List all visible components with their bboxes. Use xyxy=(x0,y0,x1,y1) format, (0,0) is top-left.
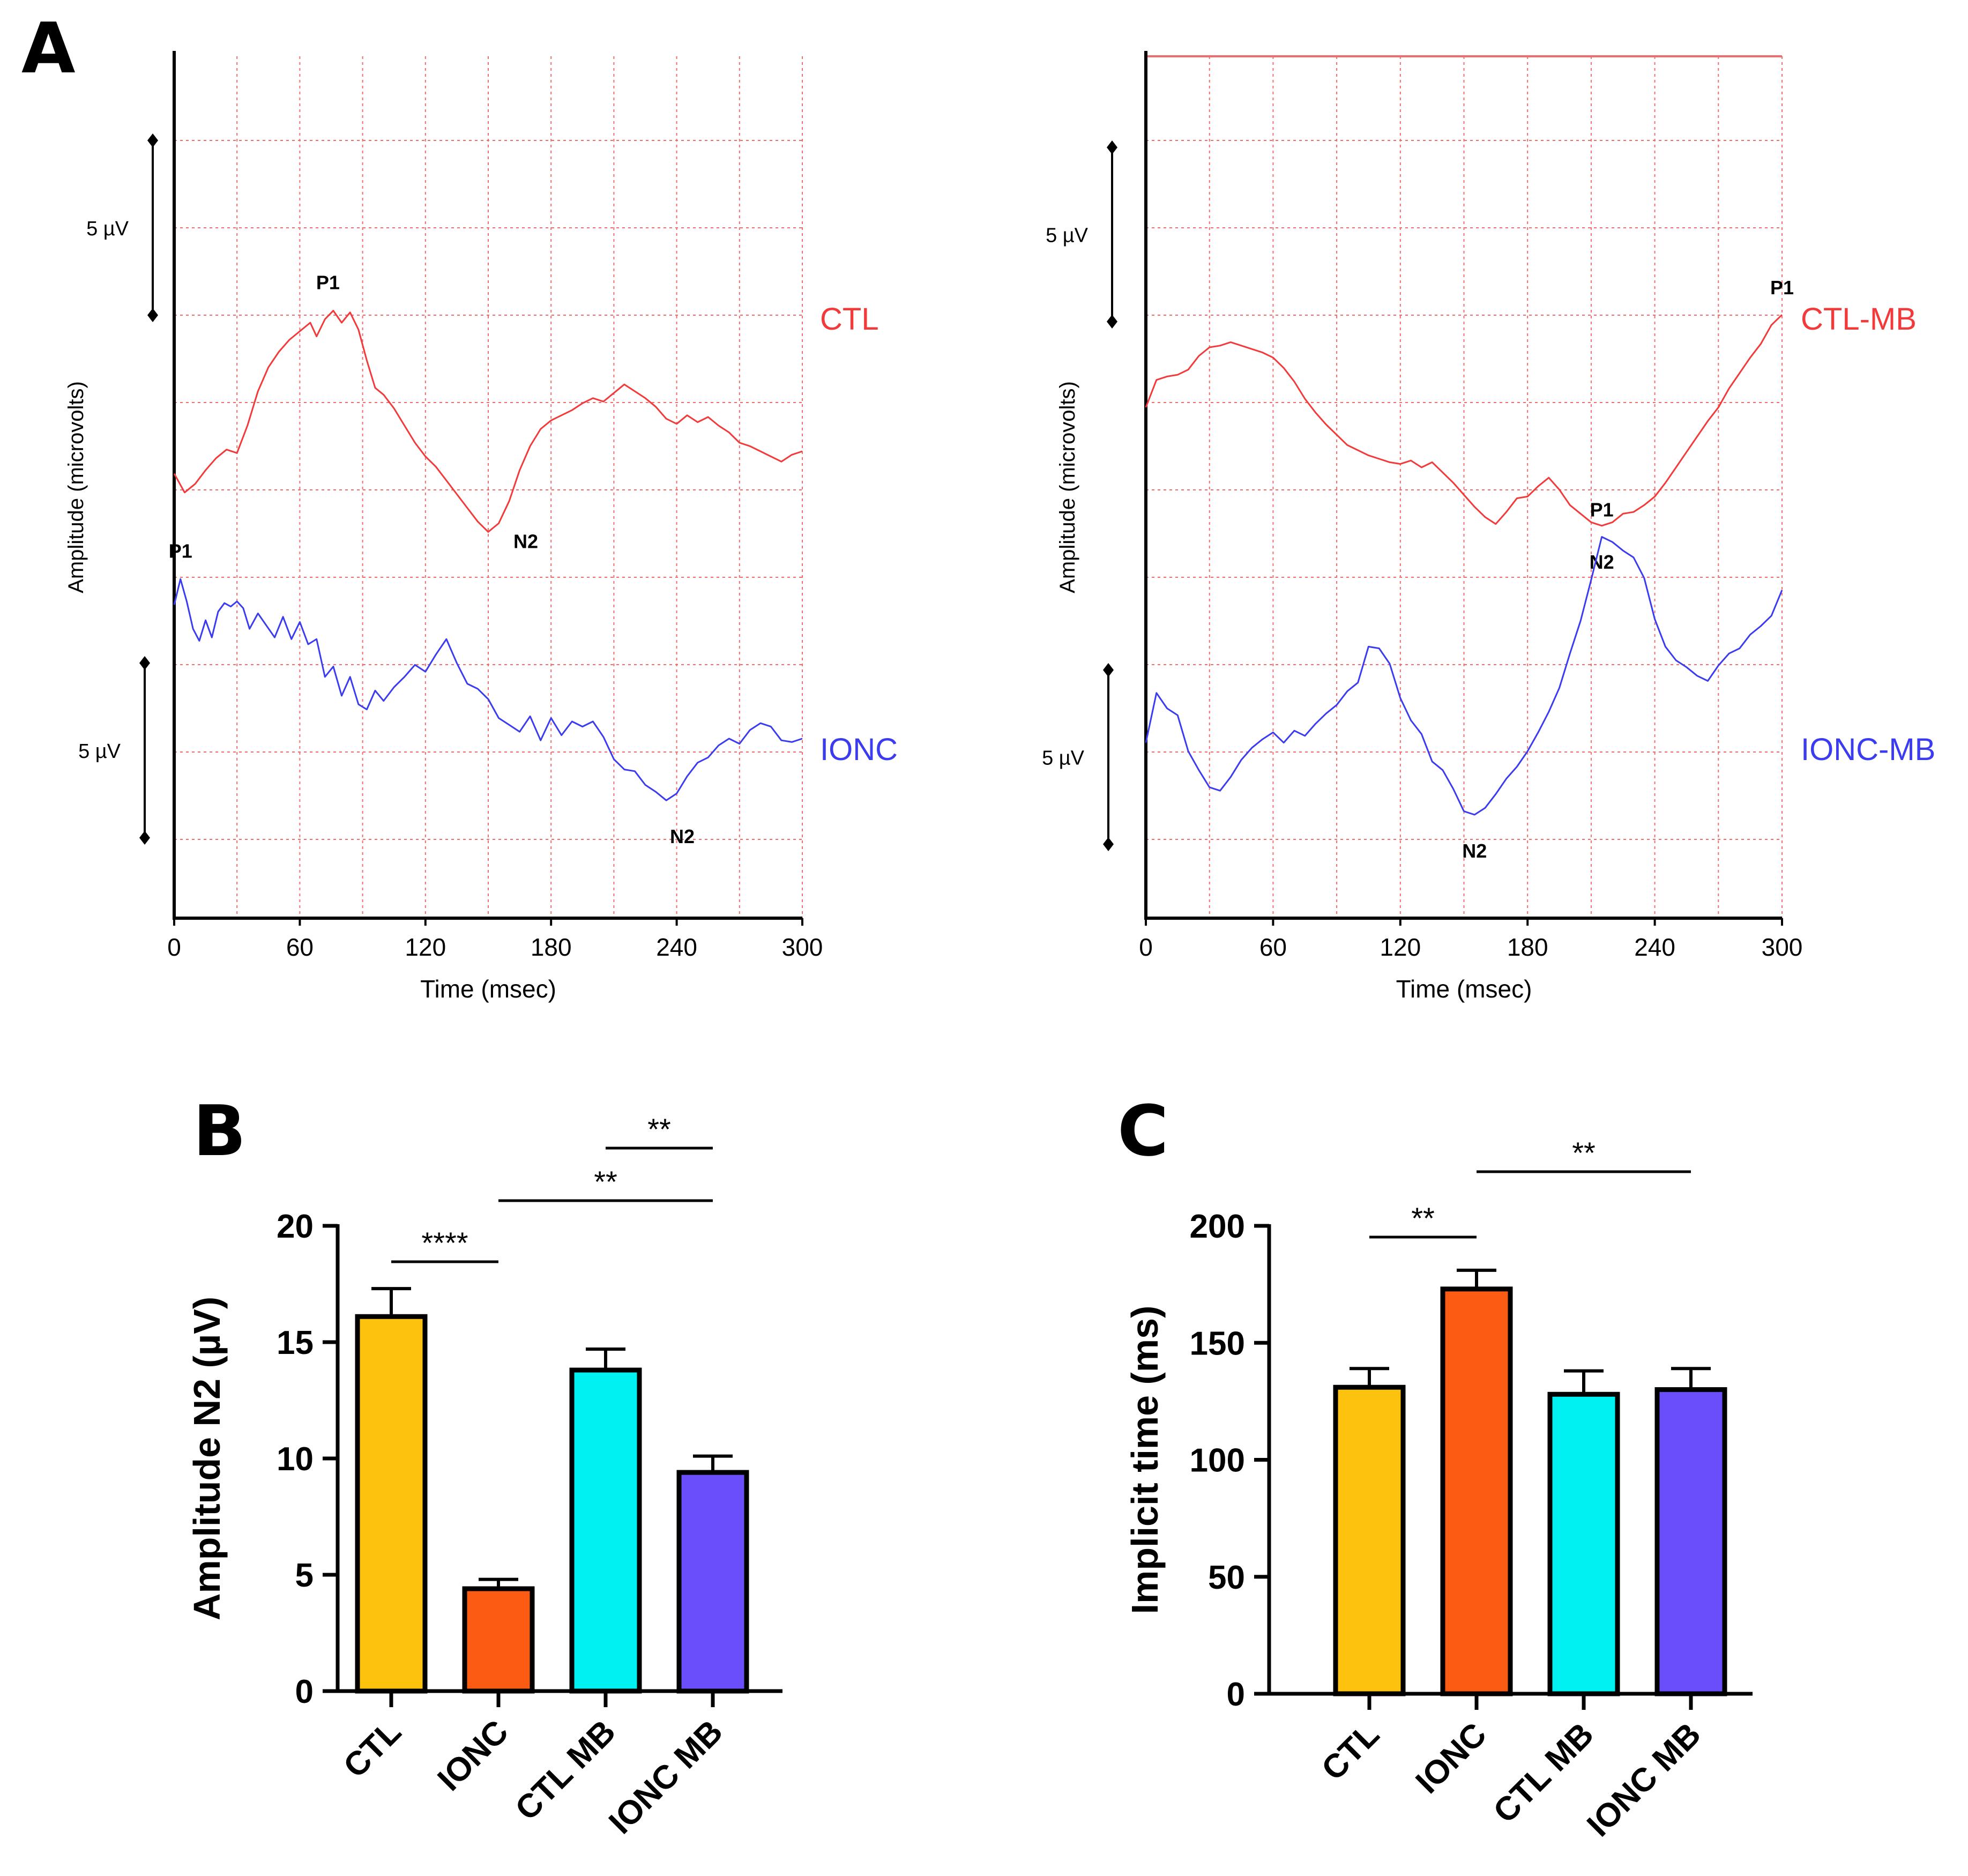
bar-panel-c: 0 50 100 150 200 Implicit time (ms) CTL IONCCTL… xyxy=(1124,1136,1753,1844)
significance-label: ** xyxy=(647,1112,671,1146)
x-tick-label: 240 xyxy=(656,933,697,961)
series-label-ctl: CTL xyxy=(820,302,879,337)
y-tick-label: 10 xyxy=(277,1441,314,1478)
trough-label-n2: N2 xyxy=(670,825,695,847)
x-tick-label-ionc-mb: IONC MB xyxy=(602,1713,730,1841)
x-tick-label-ctl: CTL xyxy=(1315,1716,1386,1788)
bar-ctl xyxy=(355,1314,428,1694)
scale-bar-label: 5 µV xyxy=(1046,225,1089,247)
trace-panel-a-left: 0 60 120 180 240 300 Time (msec) Amplitude (mic… xyxy=(64,51,898,1003)
series-label-ionc-mb: IONC-MB xyxy=(1801,732,1935,767)
scale-bar-cap xyxy=(147,308,158,322)
y-tick-label: 50 xyxy=(1208,1559,1245,1596)
scale-bar-cap xyxy=(1107,315,1117,329)
scale-bar: 5 µV xyxy=(86,133,158,322)
trace-ctl-mb xyxy=(1145,314,1783,527)
significance-label: **** xyxy=(421,1226,468,1260)
x-tick-label-ionc: IONC xyxy=(1409,1716,1494,1800)
panel-label-b: B xyxy=(193,1090,246,1172)
significance-label: ** xyxy=(1411,1201,1435,1235)
y-tick-label: 200 xyxy=(1190,1208,1245,1245)
x-tick-label-ctl-mb: CTL MB xyxy=(1486,1716,1601,1830)
grid xyxy=(174,56,803,918)
x-tick-label-ionc: IONC xyxy=(431,1713,516,1798)
series-label-ctl-mb: CTL-MB xyxy=(1801,302,1917,337)
peak-label-p1: P1 xyxy=(316,272,340,294)
peak-label-p1: P1 xyxy=(169,540,192,562)
x-tick-label: 300 xyxy=(782,933,823,961)
scale-bar-cap xyxy=(139,831,150,845)
trace-panel-a-right: 0 60 120 180 240 300 Time (msec) Amplitude (mic… xyxy=(1042,51,1935,1003)
y-tick-label: 15 xyxy=(277,1324,314,1361)
peak-label-p1: P1 xyxy=(1770,277,1794,299)
scale-bar-label: 5 µV xyxy=(1042,747,1085,770)
bar-ionc xyxy=(462,1586,535,1694)
trace-ctl xyxy=(173,310,803,533)
x-tick-label: 300 xyxy=(1762,933,1803,961)
bar-ionc xyxy=(1440,1286,1513,1696)
x-tick-label: 180 xyxy=(531,933,572,961)
y-tick-label: 0 xyxy=(1227,1676,1245,1713)
y-tick-label: 5 xyxy=(295,1557,314,1594)
bar-ctl-mb xyxy=(569,1367,642,1694)
x-tick-label-ctl-mb: CTL MB xyxy=(508,1713,623,1828)
scale-bar-label: 5 µV xyxy=(78,740,121,763)
x-tick-label-ionc-mb: IONC MB xyxy=(1580,1716,1708,1844)
x-tick-label: 120 xyxy=(405,933,446,961)
panel-label-a: A xyxy=(21,8,76,89)
grid xyxy=(1146,55,1783,918)
scale-bar-cap xyxy=(1107,140,1117,154)
scale-bar-cap xyxy=(147,133,158,147)
scale-bar: 5 µV xyxy=(1046,140,1117,329)
x-tick-label: 240 xyxy=(1634,933,1675,961)
scale-bar-cap xyxy=(1103,837,1114,851)
x-tick-label: 0 xyxy=(167,933,181,961)
trough-label-n2: N2 xyxy=(513,530,538,552)
x-tick-label: 120 xyxy=(1380,933,1421,961)
panel-label-c: C xyxy=(1117,1090,1168,1172)
trough-label-n2: N2 xyxy=(1462,840,1487,862)
y-axis-title: Implicit time (ms) xyxy=(1124,1306,1166,1614)
x-tick-label: 60 xyxy=(1259,933,1287,961)
x-axis-title: Time (msec) xyxy=(1396,975,1532,1003)
y-tick-label: 100 xyxy=(1190,1442,1245,1479)
trace-ionc xyxy=(173,578,803,801)
x-tick-label: 60 xyxy=(286,933,314,961)
scale-bar-label: 5 µV xyxy=(86,218,129,240)
series-label-ionc: IONC xyxy=(820,732,898,767)
y-axis-title: Amplitude (microvolts) xyxy=(1056,381,1079,593)
x-axis-title: Time (msec) xyxy=(420,975,556,1003)
trace-ionc-mb xyxy=(1145,536,1783,816)
bar-ionc-mb xyxy=(676,1470,749,1694)
scale-bar: 5 µV xyxy=(1042,663,1114,851)
x-tick-label: 0 xyxy=(1139,933,1153,961)
bar-ctl xyxy=(1333,1384,1406,1696)
y-tick-label: 0 xyxy=(295,1673,314,1710)
bar-ctl-mb xyxy=(1547,1391,1620,1696)
x-tick-label-ctl: CTL xyxy=(337,1713,408,1785)
scale-bar-cap xyxy=(139,656,150,670)
y-tick-label: 150 xyxy=(1190,1325,1245,1362)
y-axis-title: Amplitude (microvolts) xyxy=(64,381,88,593)
scale-bar-cap xyxy=(1103,663,1114,677)
significance-label: ** xyxy=(594,1165,617,1198)
scale-bar: 5 µV xyxy=(78,656,150,845)
x-tick-label: 180 xyxy=(1507,933,1548,961)
bar-ionc-mb xyxy=(1654,1387,1727,1696)
peak-label-p1: P1 xyxy=(1590,499,1614,521)
y-axis-title: Amplitude N2 (µV) xyxy=(186,1297,228,1620)
y-tick-label: 20 xyxy=(277,1208,314,1245)
significance-label: ** xyxy=(1572,1136,1596,1170)
